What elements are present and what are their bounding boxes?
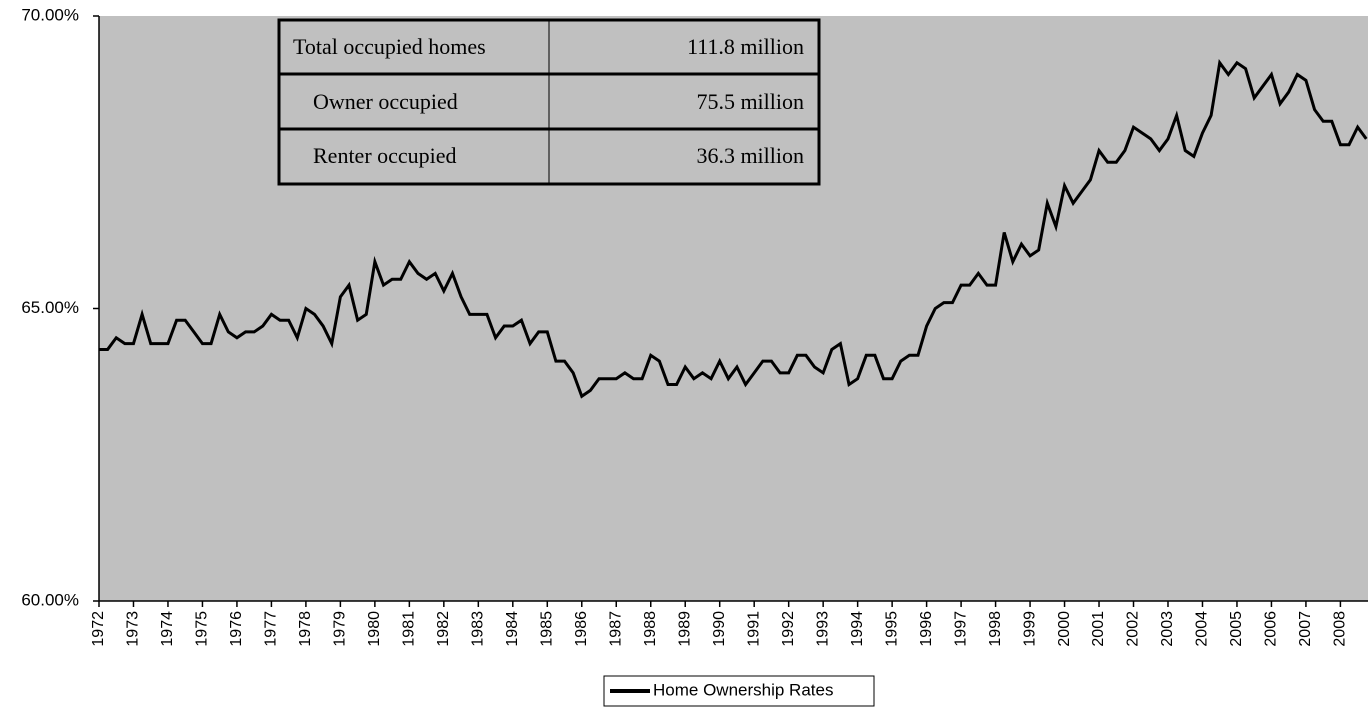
x-tick-label: 1992 bbox=[780, 611, 797, 647]
table-cell: Owner occupied bbox=[313, 89, 458, 114]
x-tick-label: 2000 bbox=[1056, 611, 1073, 647]
x-tick-label: 1988 bbox=[642, 611, 659, 647]
x-tick-label: 2002 bbox=[1125, 611, 1142, 647]
y-tick-label: 60.00% bbox=[21, 590, 79, 609]
x-tick-label: 1981 bbox=[401, 611, 418, 647]
y-tick-label: 70.00% bbox=[21, 5, 79, 24]
x-tick-label: 1987 bbox=[607, 611, 624, 647]
x-tick-label: 1977 bbox=[263, 611, 280, 647]
x-tick-label: 1994 bbox=[849, 611, 866, 647]
x-tick-label: 1980 bbox=[366, 611, 383, 647]
x-tick-label: 1985 bbox=[539, 611, 556, 647]
legend-label: Home Ownership Rates bbox=[653, 680, 833, 699]
x-tick-label: 1996 bbox=[918, 611, 935, 647]
x-tick-label: 1982 bbox=[435, 611, 452, 647]
x-tick-label: 1995 bbox=[883, 611, 900, 647]
x-tick-label: 1999 bbox=[1021, 611, 1038, 647]
table-cell: 75.5 million bbox=[696, 89, 804, 114]
x-tick-label: 1975 bbox=[194, 611, 211, 647]
x-tick-label: 1976 bbox=[228, 611, 245, 647]
table-cell: 111.8 million bbox=[687, 34, 804, 59]
table-cell: Renter occupied bbox=[313, 143, 457, 168]
x-tick-label: 1974 bbox=[159, 611, 176, 647]
data-line bbox=[99, 59, 1368, 399]
x-tick-label: 1973 bbox=[125, 611, 142, 647]
table-cell: 36.3 million bbox=[696, 143, 804, 168]
x-tick-label: 2008 bbox=[1332, 611, 1349, 647]
x-tick-label: 1997 bbox=[952, 611, 969, 647]
x-tick-label: 2001 bbox=[1090, 611, 1107, 647]
x-tick-label: 2003 bbox=[1159, 611, 1176, 647]
x-tick-label: 1990 bbox=[711, 611, 728, 647]
x-tick-label: 1979 bbox=[332, 611, 349, 647]
x-tick-label: 1991 bbox=[745, 611, 762, 647]
x-tick-label: 2007 bbox=[1297, 611, 1314, 647]
x-tick-label: 2004 bbox=[1194, 611, 1211, 647]
x-tick-label: 1986 bbox=[573, 611, 590, 647]
x-tick-label: 1993 bbox=[814, 611, 831, 647]
info-table: Total occupied homes 111.8 million Owner… bbox=[277, 18, 821, 186]
x-tick-label: 1989 bbox=[676, 611, 693, 647]
x-tick-label: 2006 bbox=[1263, 611, 1280, 647]
table-cell: Total occupied homes bbox=[293, 34, 486, 59]
x-tick-label: 1998 bbox=[987, 611, 1004, 647]
x-tick-label: 1972 bbox=[90, 611, 107, 647]
x-tick-label: 1978 bbox=[297, 611, 314, 647]
x-tick-label: 2005 bbox=[1228, 611, 1245, 647]
x-tick-label: 1983 bbox=[470, 611, 487, 647]
y-tick-label: 65.00% bbox=[21, 298, 79, 317]
x-tick-label: 1984 bbox=[504, 611, 521, 647]
